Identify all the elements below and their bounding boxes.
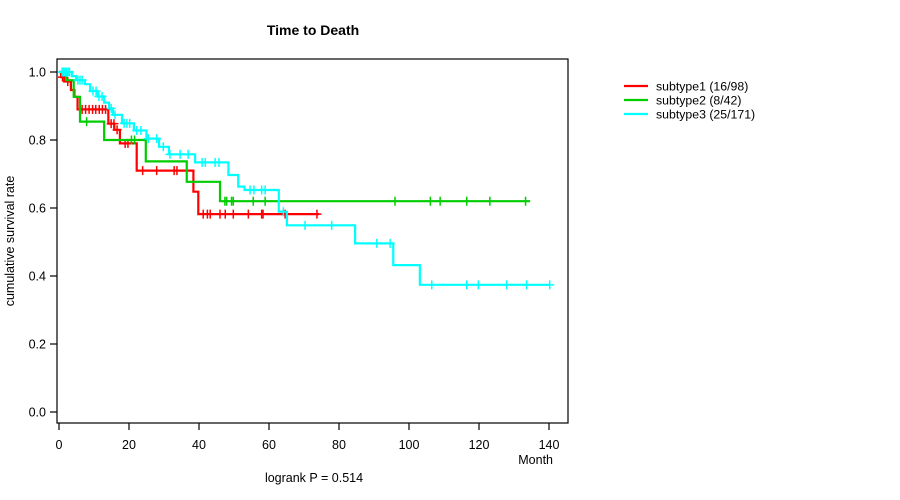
legend-label-subtype3: subtype3 (25/171) [656, 107, 755, 121]
survival-curve-3 [59, 70, 551, 286]
x-axis-label: Month [518, 453, 553, 467]
y-tick-label: 1.0 [29, 65, 46, 79]
plot-border [56, 58, 569, 424]
survival-curve-1 [59, 70, 320, 216]
x-tick-label: 100 [399, 438, 420, 452]
y-tick-label: 0.8 [29, 133, 46, 147]
x-tick-label: 20 [122, 438, 136, 452]
y-axis-label: cumulative survival rate [3, 176, 17, 307]
x-tick-label: 0 [56, 438, 63, 452]
y-axis-ticks: 0.0 0.2 0.4 0.6 0.8 1.0 [29, 65, 57, 419]
y-tick-label: 0.0 [29, 405, 46, 419]
y-tick-label: 0.2 [29, 337, 46, 351]
y-tick-label: 0.4 [29, 269, 46, 283]
survival-curve-2 [59, 70, 531, 203]
x-axis-ticks: 0 20 40 60 80 100 120 140 [56, 423, 560, 452]
y-tick-label: 0.6 [29, 201, 46, 215]
legend: subtype1 (16/98) subtype2 (8/42) subtype… [624, 79, 755, 121]
chart-title: Time to Death [267, 22, 359, 38]
x-tick-label: 120 [469, 438, 490, 452]
x-tick-label: 80 [332, 438, 346, 452]
censor-marks-3 [57, 67, 555, 290]
censor-marks-2 [82, 117, 531, 206]
logrank-annotation: logrank P = 0.514 [265, 471, 363, 485]
legend-label-subtype2: subtype2 (8/42) [656, 93, 741, 107]
x-tick-label: 140 [539, 438, 560, 452]
x-tick-label: 60 [262, 438, 276, 452]
legend-label-subtype1: subtype1 (16/98) [656, 79, 748, 93]
survival-curves [57, 67, 555, 290]
x-tick-label: 40 [192, 438, 206, 452]
